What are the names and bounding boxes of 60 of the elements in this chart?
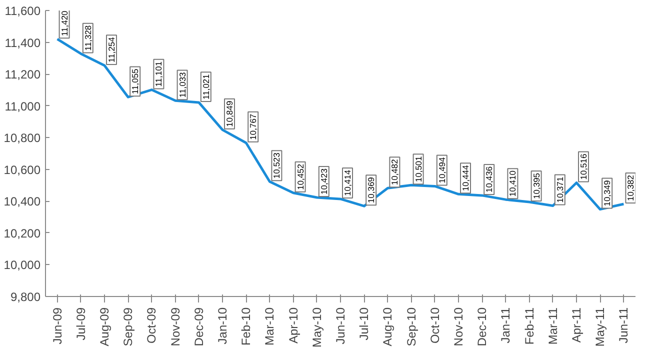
data-label: 10,382 [626, 174, 636, 202]
y-tick-label: 11,600 [4, 4, 41, 18]
x-tick-label: Jul-09 [74, 307, 88, 340]
x-tick-label: May-11 [593, 307, 608, 347]
x-tick-label: Dec-09 [192, 307, 206, 346]
data-label: 10,523 [272, 152, 282, 179]
data-label: 11,055 [130, 68, 140, 94]
x-tick-label: Jul-10 [357, 307, 372, 340]
data-label: 10,395 [531, 172, 542, 199]
x-tick-label: Nov-10 [452, 307, 466, 346]
x-tick-label: Nov-09 [168, 307, 182, 346]
data-label: 11,254 [106, 36, 116, 62]
data-label: 10,349 [602, 180, 612, 206]
data-label: 10,494 [436, 156, 447, 184]
x-tick-label: Feb-11 [522, 307, 536, 345]
data-label: 10,436 [484, 166, 494, 192]
data-label: 10,849 [224, 100, 234, 127]
y-tick-label: 10,400 [4, 194, 41, 209]
x-tick-label: Mar-11 [546, 307, 560, 345]
x-tick-label: Oct-09 [144, 307, 159, 344]
y-tick-label: 10,000 [4, 258, 41, 272]
y-tick-label: 9,800 [10, 290, 41, 304]
data-label: 10,482 [390, 158, 400, 186]
data-label: 10,410 [508, 170, 518, 197]
x-tick-label: Feb-10 [239, 307, 254, 346]
x-tick-label: Jun-09 [50, 307, 64, 344]
data-label: 10,501 [413, 156, 424, 182]
data-label: 11,420 [59, 10, 70, 36]
data-label: 11,021 [200, 74, 211, 100]
x-tick-label: Sep-09 [121, 307, 136, 346]
data-label: 10,371 [554, 176, 565, 203]
data-label: 10,767 [248, 114, 258, 140]
y-tick-label: 10,200 [4, 226, 41, 240]
y-tick-label: 10,800 [4, 131, 41, 146]
x-tick-label: Sep-10 [404, 307, 418, 346]
x-tick-label: Oct-10 [428, 307, 442, 344]
x-tick-label: Jun-11 [616, 307, 631, 344]
x-tick-label: Mar-10 [262, 307, 277, 346]
y-tick-label: 11,200 [4, 68, 41, 82]
x-tick-label: Apr-11 [570, 307, 584, 343]
x-tick-label: Jun-10 [334, 307, 348, 344]
x-tick-label: Aug-09 [98, 307, 112, 346]
x-tick-label: Jan-11 [498, 307, 513, 344]
x-tick-label: May-10 [310, 307, 324, 348]
data-label: 10,414 [342, 170, 352, 196]
x-tick-label: Apr-10 [286, 307, 300, 344]
data-label: 10,452 [295, 164, 306, 190]
data-label: 11,033 [177, 72, 188, 98]
x-tick-label: Dec-10 [475, 307, 490, 346]
y-tick-label: 11,400 [4, 36, 41, 50]
data-label: 10,444 [460, 164, 470, 192]
x-tick-label: Jan-10 [216, 307, 230, 344]
data-label: 11,328 [82, 25, 93, 51]
data-label: 11,101 [154, 61, 164, 87]
x-tick-label: Aug-10 [380, 307, 395, 346]
y-tick-label: 11,000 [4, 99, 41, 114]
data-label: 10,369 [366, 176, 376, 204]
y-tick-label: 10,600 [4, 162, 41, 177]
data-label: 10,423 [318, 168, 329, 195]
data-label: 10,516 [578, 153, 588, 180]
